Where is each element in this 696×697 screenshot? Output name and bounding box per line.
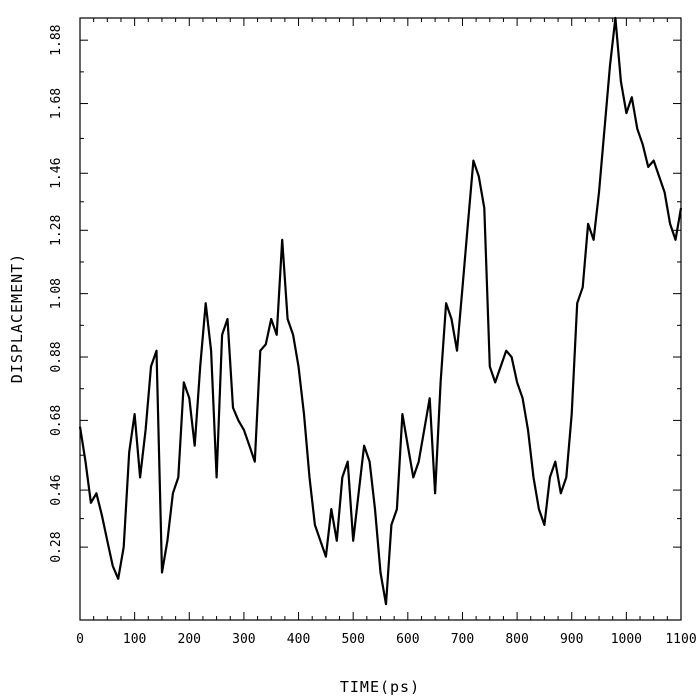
y-tick-label: 1.68 bbox=[49, 88, 64, 119]
plot-frame bbox=[79, 17, 682, 621]
x-tick-label: 800 bbox=[505, 632, 528, 647]
x-tick-label: 400 bbox=[287, 632, 310, 647]
y-tick-label: 1.08 bbox=[49, 278, 64, 309]
tick-marks bbox=[79, 18, 682, 620]
y-tick-label: 0.88 bbox=[49, 341, 64, 372]
x-tick-label: 0 bbox=[76, 632, 84, 647]
x-tick-label: 600 bbox=[396, 632, 419, 647]
y-tick-label: 1.88 bbox=[49, 25, 64, 56]
y-tick-label: 0.46 bbox=[49, 474, 64, 505]
x-axis-title: TIME(ps) bbox=[340, 678, 420, 696]
y-axis-title: DISPLACEMENT) bbox=[8, 253, 26, 383]
x-tick-label: 100 bbox=[123, 632, 146, 647]
x-tick-label: 1100 bbox=[665, 632, 696, 647]
y-tick-label: 0.68 bbox=[49, 405, 64, 436]
y-tick-labels: 0.28 0.46 0.68 0.88 1.08 1.28 1.46 1.68 1.88 bbox=[49, 25, 64, 563]
y-tick-label: 1.46 bbox=[49, 158, 64, 189]
series-line bbox=[78, 16, 683, 606]
x-tick-label: 500 bbox=[341, 632, 364, 647]
x-tick-label: 900 bbox=[560, 632, 583, 647]
x-tick-label: 200 bbox=[178, 632, 201, 647]
x-tick-label: 300 bbox=[232, 632, 255, 647]
x-tick-labels: 0 100 200 300 400 500 600 700 800 900 1000 1100 bbox=[76, 632, 696, 647]
y-tick-label: 0.28 bbox=[49, 531, 64, 562]
x-tick-label: 700 bbox=[451, 632, 474, 647]
y-tick-label: 1.28 bbox=[49, 215, 64, 246]
x-tick-label: 1000 bbox=[611, 632, 642, 647]
